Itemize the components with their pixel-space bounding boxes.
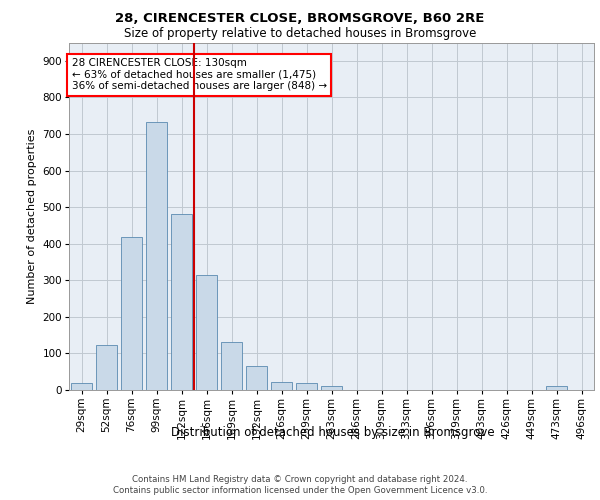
Bar [321,386,342,390]
Bar [146,122,167,390]
Text: Contains public sector information licensed under the Open Government Licence v3: Contains public sector information licen… [113,486,487,495]
Bar [271,382,292,390]
Bar [171,214,192,390]
Bar [246,366,267,390]
Bar [196,275,217,390]
Text: Size of property relative to detached houses in Bromsgrove: Size of property relative to detached ho… [124,28,476,40]
Bar [546,386,567,390]
Text: Distribution of detached houses by size in Bromsgrove: Distribution of detached houses by size … [171,426,495,439]
Text: 28 CIRENCESTER CLOSE: 130sqm
← 63% of detached houses are smaller (1,475)
36% of: 28 CIRENCESTER CLOSE: 130sqm ← 63% of de… [71,58,327,92]
Text: 28, CIRENCESTER CLOSE, BROMSGROVE, B60 2RE: 28, CIRENCESTER CLOSE, BROMSGROVE, B60 2… [115,12,485,26]
Y-axis label: Number of detached properties: Number of detached properties [27,128,37,304]
Bar [71,382,92,390]
Bar [96,346,117,390]
Bar [221,342,242,390]
Bar [121,237,142,390]
Text: Contains HM Land Registry data © Crown copyright and database right 2024.: Contains HM Land Registry data © Crown c… [132,475,468,484]
Bar [296,382,317,390]
